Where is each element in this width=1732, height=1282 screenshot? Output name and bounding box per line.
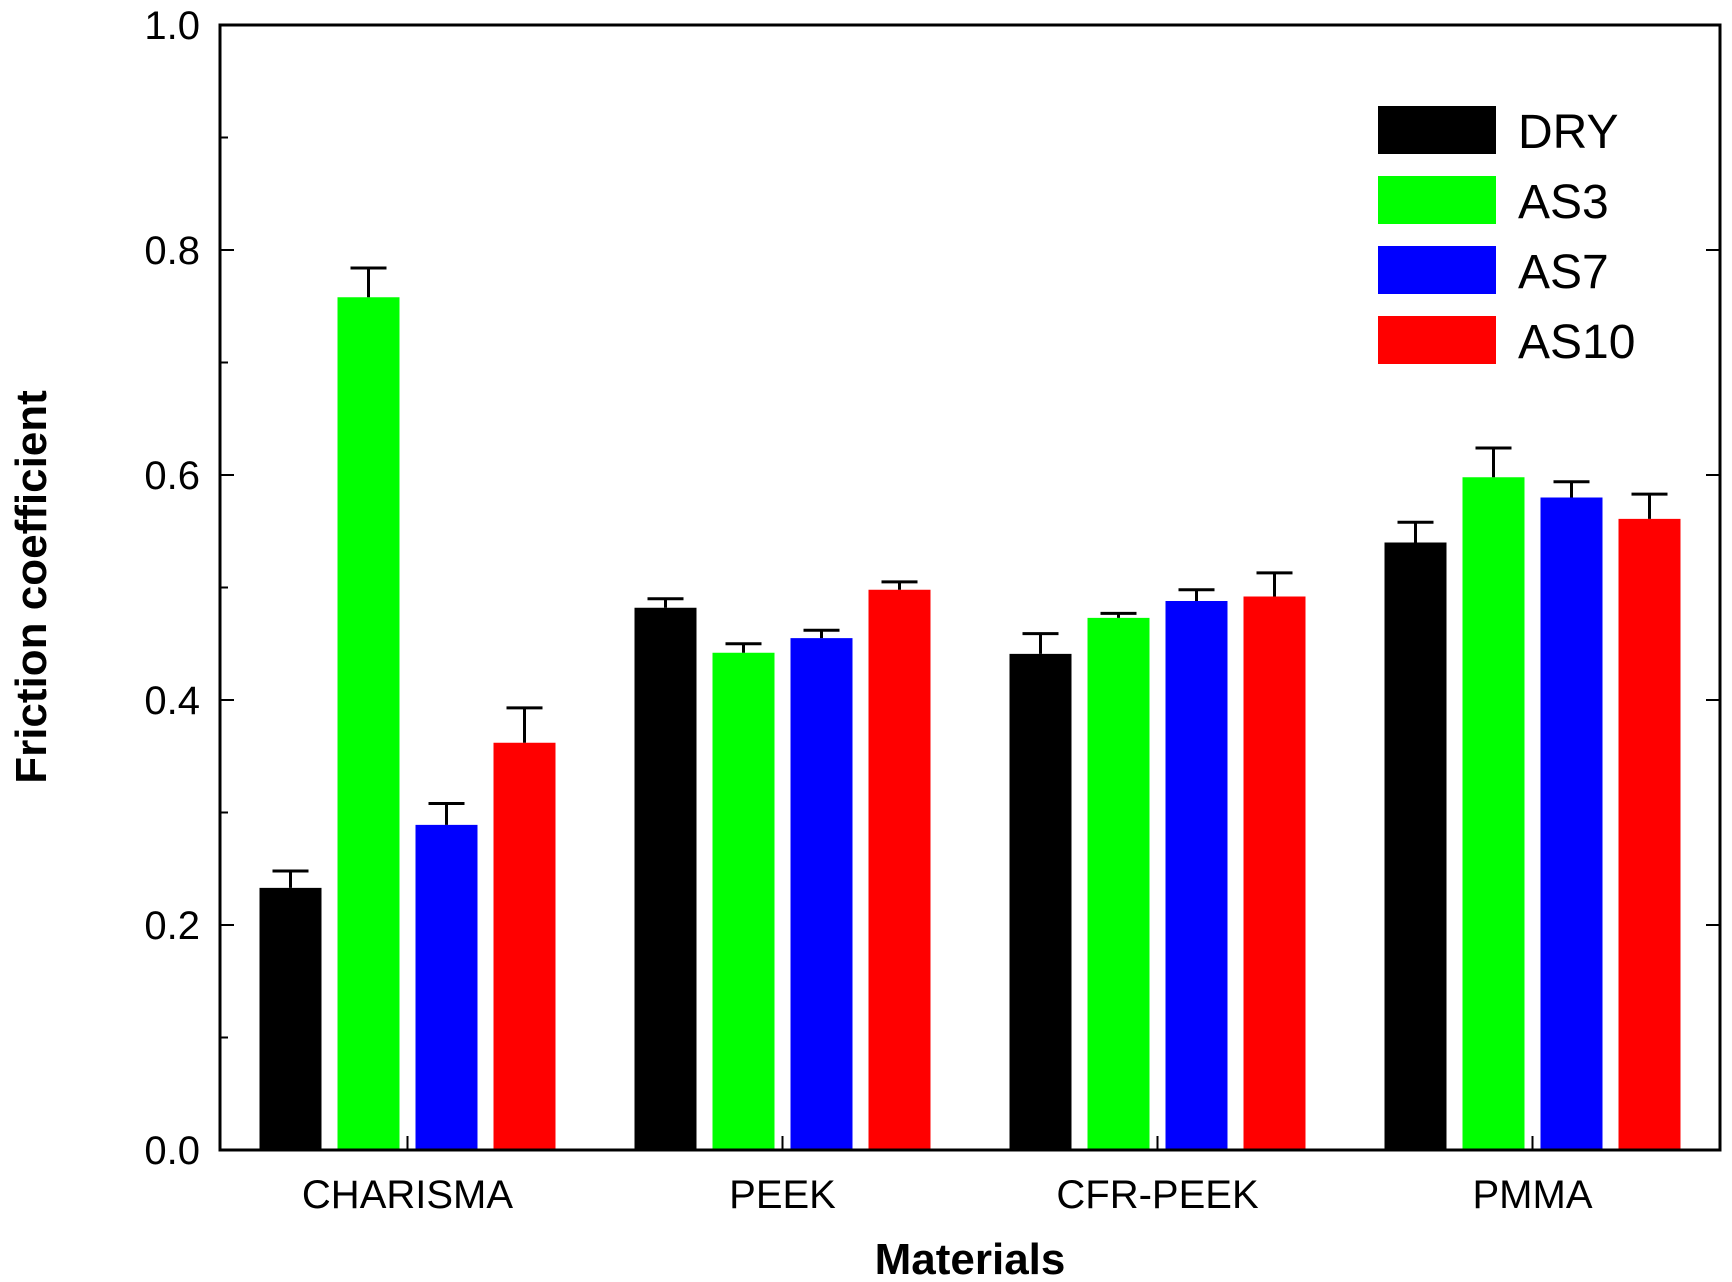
legend-swatch-dry — [1378, 106, 1496, 154]
bar-as10 — [1618, 518, 1681, 1150]
bar-as10 — [868, 589, 931, 1150]
bar-as3 — [1462, 477, 1525, 1150]
y-tick-label: 0.2 — [144, 904, 200, 948]
legend-label-as7: AS7 — [1518, 246, 1609, 299]
x-category-label: PMMA — [1473, 1173, 1593, 1217]
y-tick-label: 0.0 — [144, 1129, 200, 1173]
bar-as3 — [1087, 617, 1150, 1150]
y-tick-label: 0.8 — [144, 229, 200, 273]
bar-as7 — [1165, 601, 1228, 1150]
legend: DRY AS3 AS7 AS10 — [1378, 106, 1635, 369]
x-category-label: CHARISMA — [302, 1173, 513, 1217]
bar-dry — [259, 887, 322, 1150]
legend-label-as10: AS10 — [1518, 316, 1635, 369]
legend-label-dry: DRY — [1518, 106, 1618, 159]
y-axis-title: Friction coefficient — [7, 390, 56, 784]
bar-as3 — [337, 297, 400, 1150]
bar-as7 — [1540, 497, 1603, 1150]
x-axis: CHARISMA PEEK CFR-PEEK PMMA — [302, 1136, 1593, 1217]
y-tick-label: 0.4 — [144, 679, 200, 723]
legend-swatch-as3 — [1378, 176, 1496, 224]
y-tick-label: 0.6 — [144, 454, 200, 498]
x-category-label: CFR-PEEK — [1056, 1173, 1259, 1217]
bar-dry — [1384, 542, 1447, 1150]
x-category-label: PEEK — [729, 1173, 836, 1217]
bar-as3 — [712, 652, 775, 1150]
y-tick-label: 1.0 — [144, 4, 200, 48]
bar-as7 — [415, 824, 478, 1150]
bar-dry — [634, 607, 697, 1150]
bar-dry — [1009, 653, 1072, 1150]
bar-as10 — [493, 742, 556, 1150]
legend-label-as3: AS3 — [1518, 176, 1609, 229]
legend-swatch-as7 — [1378, 246, 1496, 294]
bar-as10 — [1243, 596, 1306, 1150]
x-axis-title: Materials — [875, 1235, 1066, 1282]
legend-swatch-as10 — [1378, 316, 1496, 364]
bars-layer — [259, 297, 1681, 1150]
y-axis: 0.0 0.2 0.4 0.6 0.8 1.0 — [144, 4, 1720, 1173]
bar-as7 — [790, 638, 853, 1150]
error-bars-layer — [272, 266, 1668, 888]
